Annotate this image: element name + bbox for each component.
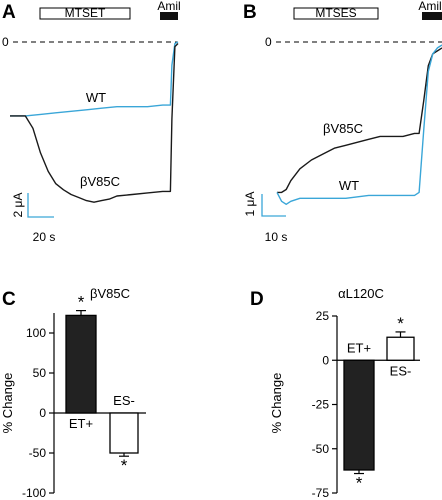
amil-label-b: Amil	[418, 0, 441, 13]
trace-b-mutant	[277, 47, 442, 194]
zero-label-b: 0	[265, 35, 272, 49]
panel-c-ylabel: % Change	[0, 373, 15, 434]
bar-label-d: ET+	[347, 340, 371, 355]
y-tick-label-d: -50	[312, 442, 330, 456]
mtses-label: MTSES	[315, 6, 356, 20]
bar-label-c: ES-	[113, 393, 135, 408]
y-tick-label-d: -75	[312, 486, 330, 500]
panel-d-title: αL120C	[338, 286, 384, 301]
traces-b	[276, 44, 442, 205]
mutant-label-b: βV85C	[323, 121, 363, 136]
traces-a	[10, 41, 179, 203]
scale-bar-b	[261, 194, 286, 217]
bars-d: -75 -50 -25 0 25 * ET+ * ES-	[312, 309, 420, 500]
mtset-bar	[39, 7, 131, 20]
panel-a-letter: A	[2, 2, 16, 23]
trace-b-wt	[276, 44, 442, 205]
scale-current-a: 2 μA	[11, 193, 25, 218]
zero-label-a: 0	[2, 35, 9, 49]
amil-label-a: Amil	[157, 0, 180, 13]
panel-a: A MTSET Amil 0 WT βV85C 2 μA 20 s	[2, 0, 181, 244]
bar-d-et	[343, 359, 375, 471]
wt-label-a: WT	[86, 90, 106, 105]
panel-c: C βV85C % Change -100 -50 0 50 100 * ET+ * ES-	[0, 286, 146, 500]
significance-star-c: *	[121, 456, 128, 475]
panel-b: B MTSES Amil 0 βV85C WT 1 μA 10 s	[243, 0, 442, 244]
trace-a-wt	[10, 41, 179, 117]
panel-b-letter: B	[243, 2, 257, 23]
panel-c-title: βV85C	[90, 286, 130, 301]
mtses-bar	[293, 7, 379, 20]
amil-bar-b	[422, 12, 442, 20]
mtset-label: MTSET	[65, 6, 106, 20]
bar-c-et	[65, 314, 97, 414]
y-tick-label-c: -50	[29, 446, 47, 460]
mutant-label-a: βV85C	[80, 174, 120, 189]
panel-c-letter: C	[2, 289, 16, 310]
panel-d-ylabel: % Change	[269, 373, 284, 434]
panel-d: D αL120C % Change -75 -50 -25 0 25 * ET+ * ES-	[250, 286, 420, 500]
y-tick-label-c: 50	[33, 366, 47, 380]
bar-label-d: ES-	[390, 363, 412, 378]
y-tick-label-d: -25	[312, 398, 330, 412]
y-tick-label-c: 0	[39, 406, 46, 420]
wt-label-b: WT	[339, 178, 359, 193]
panel-d-letter: D	[250, 289, 264, 310]
bar-label-c: ET+	[69, 416, 93, 431]
significance-star-d: *	[397, 314, 404, 333]
trace-a-mutant	[10, 43, 179, 203]
scale-time-b: 10 s	[265, 230, 288, 244]
amil-bar-a	[160, 12, 178, 20]
significance-star-c: *	[78, 293, 85, 312]
scale-current-b: 1 μA	[243, 192, 257, 217]
bar-d-es	[386, 336, 415, 361]
y-tick-label-c: -100	[22, 486, 46, 500]
y-tick-label-d: 0	[322, 353, 329, 367]
y-tick-label-c: 100	[26, 326, 46, 340]
y-tick-label-d: 25	[316, 309, 330, 323]
bars-c: -100 -50 0 50 100 * ET+ * ES-	[22, 293, 146, 500]
bar-c-es	[109, 412, 139, 454]
scale-time-a: 20 s	[33, 230, 56, 244]
significance-star-d: *	[356, 474, 363, 493]
scale-bar-a	[27, 193, 54, 218]
